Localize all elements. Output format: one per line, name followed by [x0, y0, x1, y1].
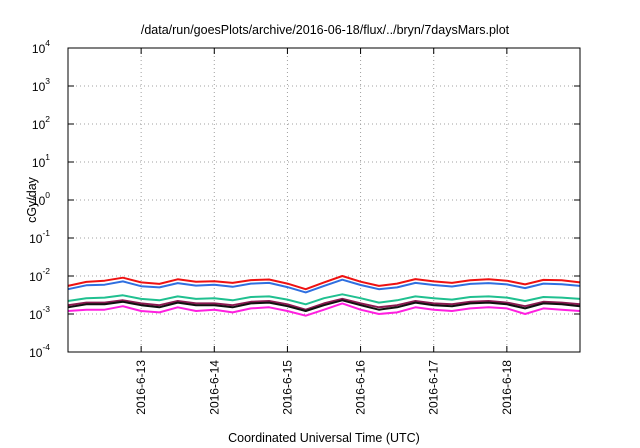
- x-tick-label: 2016-6-16: [354, 360, 368, 415]
- series-line-1: [67, 275, 581, 291]
- x-tick-label: 2016-6-18: [500, 360, 514, 415]
- y-axis-label: cGy/day: [25, 176, 39, 223]
- y-tick-exponent: -4: [42, 342, 50, 352]
- y-tick-label: 10-3: [29, 304, 50, 322]
- series-line-6: [67, 302, 581, 317]
- series-line-2: [67, 278, 581, 294]
- y-tick-label: 102: [32, 114, 50, 132]
- y-tick-label: 10-2: [29, 266, 50, 284]
- y-tick-exponent: -1: [42, 228, 50, 238]
- y-tick-exponent: 0: [45, 190, 50, 200]
- series-line-4: [67, 297, 581, 311]
- y-tick-label: 103: [32, 76, 50, 94]
- y-tick-exponent: 3: [45, 76, 50, 86]
- grid: [68, 48, 580, 352]
- y-tick-exponent: 4: [45, 38, 50, 48]
- y-tick-exponent: -2: [42, 266, 50, 276]
- y-tick-exponent: 1: [45, 152, 50, 162]
- x-axis-label: Coordinated Universal Time (UTC): [228, 431, 420, 445]
- x-tick-label: 2016-6-17: [427, 360, 441, 415]
- y-tick-label: 10-4: [29, 342, 50, 360]
- series-line-3: [67, 293, 581, 306]
- series-layer: [67, 275, 581, 317]
- axes: 10-410-310-210-11001011021031042016-6-13…: [29, 38, 580, 415]
- x-tick-label: 2016-6-15: [280, 360, 294, 415]
- y-tick-exponent: -3: [42, 304, 50, 314]
- y-tick-label: 104: [32, 38, 50, 56]
- x-tick-label: 2016-6-14: [207, 360, 221, 415]
- series-line-5: [67, 299, 581, 312]
- x-tick-label: 2016-6-13: [134, 360, 148, 415]
- y-tick-exponent: 2: [45, 114, 50, 124]
- y-tick-label: 10-1: [29, 228, 50, 246]
- y-tick-label: 101: [32, 152, 50, 170]
- chart-title: /data/run/goesPlots/archive/2016-06-18/f…: [141, 23, 510, 37]
